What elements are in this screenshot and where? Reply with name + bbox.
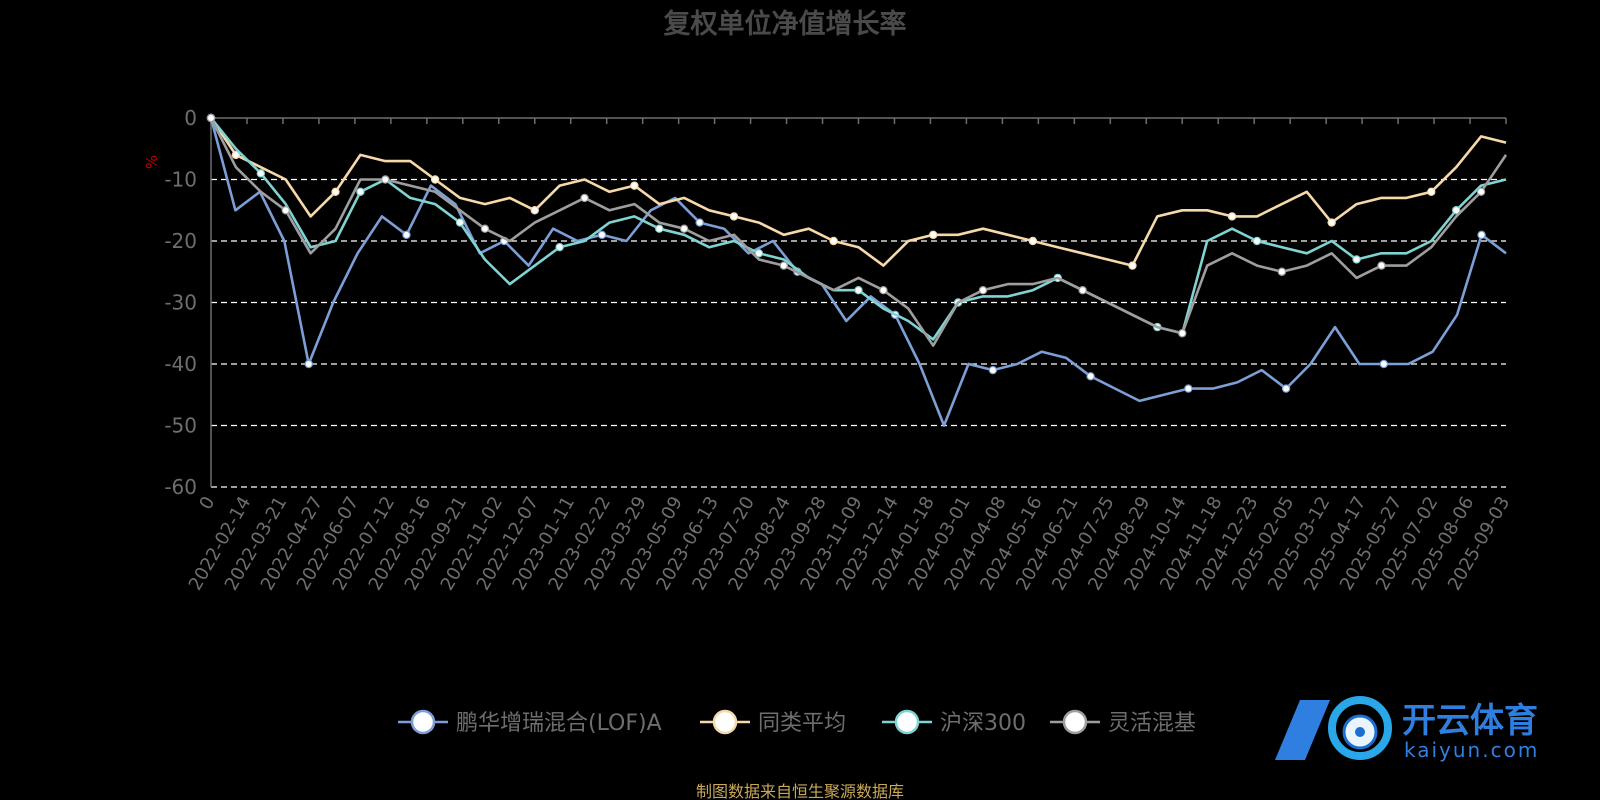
legend-marker xyxy=(410,709,436,735)
data-point xyxy=(1178,329,1187,338)
y-tick-label: -10 xyxy=(164,168,197,192)
data-point xyxy=(988,365,998,375)
y-tick-label: -50 xyxy=(164,414,197,438)
y-tick-label: -30 xyxy=(164,291,197,315)
data-point xyxy=(597,230,607,240)
series-line xyxy=(209,117,1507,341)
legend[interactable]: 鹏华增瑞混合(LOF)A 同类平均 沪深300 灵活混基 xyxy=(398,709,1196,736)
kaiyun-logo: 开云体育 kaiyun.com xyxy=(1275,696,1539,762)
data-point xyxy=(1377,261,1386,270)
data-point xyxy=(1086,372,1095,381)
data-point xyxy=(381,175,390,184)
legend-label: 沪深300 xyxy=(940,711,1026,736)
data-point xyxy=(1277,267,1287,276)
series-line xyxy=(209,117,1508,347)
logo-text: 开云体育 xyxy=(1402,701,1538,741)
legend-item[interactable]: 沪深300 xyxy=(882,709,1026,736)
data-point xyxy=(430,175,440,184)
y-tick-label: -60 xyxy=(164,475,197,499)
logo-mark-icon xyxy=(1275,696,1392,760)
y-tick-labels: 0 -10 -20 -30 -40 -50 -60 xyxy=(164,106,197,499)
legend-marker xyxy=(894,709,920,735)
y-tick-label: -40 xyxy=(164,352,197,376)
legend-marker xyxy=(712,709,738,735)
data-point xyxy=(304,359,313,369)
grid-lines xyxy=(211,178,1506,488)
legend-item[interactable]: 灵活混基 xyxy=(1050,709,1196,736)
data-point xyxy=(1078,286,1087,295)
x-tick-labels: 02022-02-142022-03-212022-04-272022-06-0… xyxy=(185,493,1515,594)
data-point xyxy=(206,113,216,123)
data-point xyxy=(1184,384,1193,393)
data-point xyxy=(695,218,704,227)
data-point xyxy=(679,224,689,233)
series-line xyxy=(209,117,1507,267)
data-point xyxy=(256,169,266,178)
data-point xyxy=(1252,236,1262,246)
chart-title: 复权单位净值增长率 xyxy=(664,8,907,40)
data-point xyxy=(1128,261,1137,270)
data-point xyxy=(356,187,365,196)
data-point xyxy=(779,261,788,270)
data-point xyxy=(829,236,838,246)
series-lines xyxy=(206,113,1508,427)
data-source-note: 制图数据来自恒生聚源数据库 xyxy=(696,782,904,800)
legend-marker xyxy=(1062,709,1088,735)
y-tick-label: -20 xyxy=(164,229,197,253)
data-point xyxy=(402,230,411,240)
axes xyxy=(210,117,1507,487)
legend-label: 灵活混基 xyxy=(1108,711,1196,736)
data-point xyxy=(231,150,241,160)
data-point xyxy=(630,181,639,190)
data-point xyxy=(1477,230,1486,240)
data-point xyxy=(929,230,938,240)
legend-label: 同类平均 xyxy=(758,711,846,736)
legend-item[interactable]: 鹏华增瑞混合(LOF)A xyxy=(398,709,662,736)
data-point xyxy=(1281,384,1291,393)
y-tick-label: 0 xyxy=(184,106,197,130)
data-point xyxy=(729,212,739,221)
data-point xyxy=(1352,255,1361,264)
series-line xyxy=(209,117,1507,427)
legend-label: 鹏华增瑞混合(LOF)A xyxy=(456,711,662,736)
data-point xyxy=(879,286,888,295)
data-point xyxy=(1327,218,1336,227)
data-point xyxy=(281,206,290,215)
data-point xyxy=(1476,187,1486,196)
data-point xyxy=(1379,359,1389,369)
data-point xyxy=(480,224,490,233)
data-point xyxy=(978,286,988,295)
data-point xyxy=(854,286,863,295)
data-point xyxy=(555,242,564,252)
y-axis-unit: % xyxy=(143,155,161,169)
logo-subtext: kaiyun.com xyxy=(1404,738,1539,762)
data-point xyxy=(580,193,589,203)
data-point xyxy=(455,218,465,227)
data-point xyxy=(1451,206,1461,215)
data-point xyxy=(1227,212,1237,221)
data-point xyxy=(1427,187,1436,196)
data-point xyxy=(331,187,340,196)
data-point xyxy=(530,206,539,215)
data-point xyxy=(655,224,664,233)
x-tick-label: 0 xyxy=(195,493,219,513)
data-point xyxy=(754,249,764,258)
legend-item[interactable]: 同类平均 xyxy=(700,709,846,736)
data-point xyxy=(1028,236,1038,246)
